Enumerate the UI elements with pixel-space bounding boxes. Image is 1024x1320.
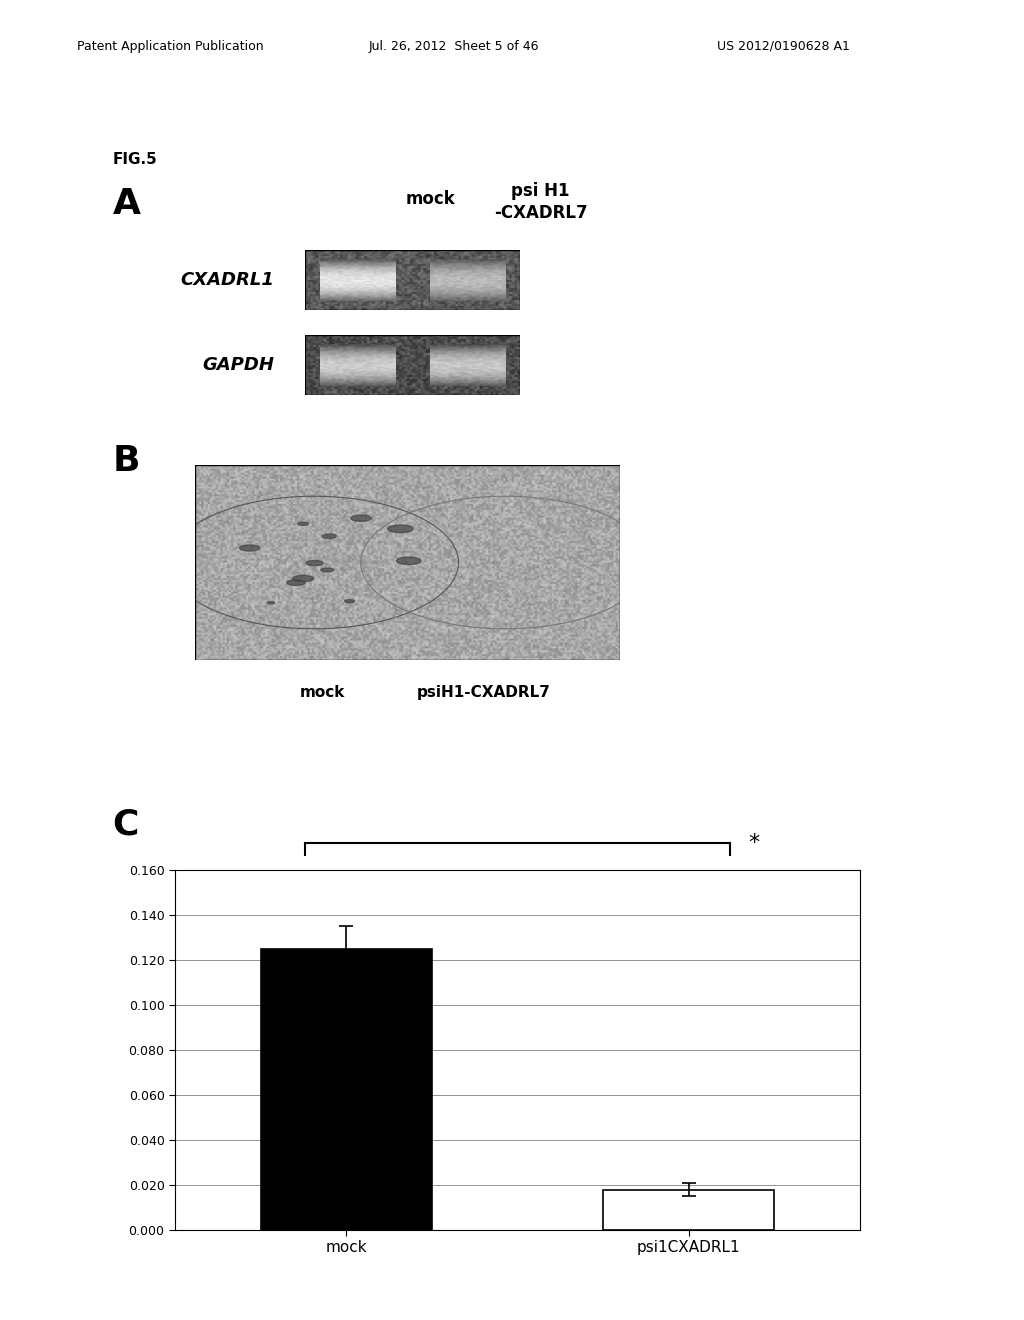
Text: FIG.5: FIG.5 [113, 152, 158, 166]
Ellipse shape [287, 579, 305, 586]
Ellipse shape [323, 535, 337, 539]
Text: B: B [113, 444, 140, 478]
Text: *: * [749, 833, 760, 853]
Ellipse shape [492, 561, 501, 564]
Text: C: C [113, 808, 139, 842]
Ellipse shape [306, 561, 323, 566]
Bar [261, 949, 432, 1230]
Ellipse shape [240, 545, 259, 550]
Text: Patent Application Publication: Patent Application Publication [77, 40, 263, 53]
Ellipse shape [267, 602, 274, 603]
Ellipse shape [388, 525, 413, 533]
Text: GAPDH: GAPDH [203, 356, 274, 374]
Ellipse shape [293, 576, 313, 582]
Bar [603, 1189, 774, 1230]
Text: CXADRL1: CXADRL1 [180, 271, 274, 289]
Ellipse shape [298, 523, 308, 525]
Ellipse shape [321, 568, 334, 572]
Text: A: A [113, 187, 140, 222]
Text: Jul. 26, 2012  Sheet 5 of 46: Jul. 26, 2012 Sheet 5 of 46 [369, 40, 540, 53]
Ellipse shape [480, 562, 485, 565]
Ellipse shape [345, 599, 354, 603]
Text: mock: mock [300, 685, 345, 700]
Ellipse shape [351, 515, 372, 521]
Ellipse shape [396, 557, 421, 565]
Text: mock: mock [406, 190, 455, 209]
Text: psiH1-CXADRL7: psiH1-CXADRL7 [417, 685, 551, 700]
Text: US 2012/0190628 A1: US 2012/0190628 A1 [717, 40, 850, 53]
Text: psi H1
-CXADRL7: psi H1 -CXADRL7 [494, 182, 588, 222]
